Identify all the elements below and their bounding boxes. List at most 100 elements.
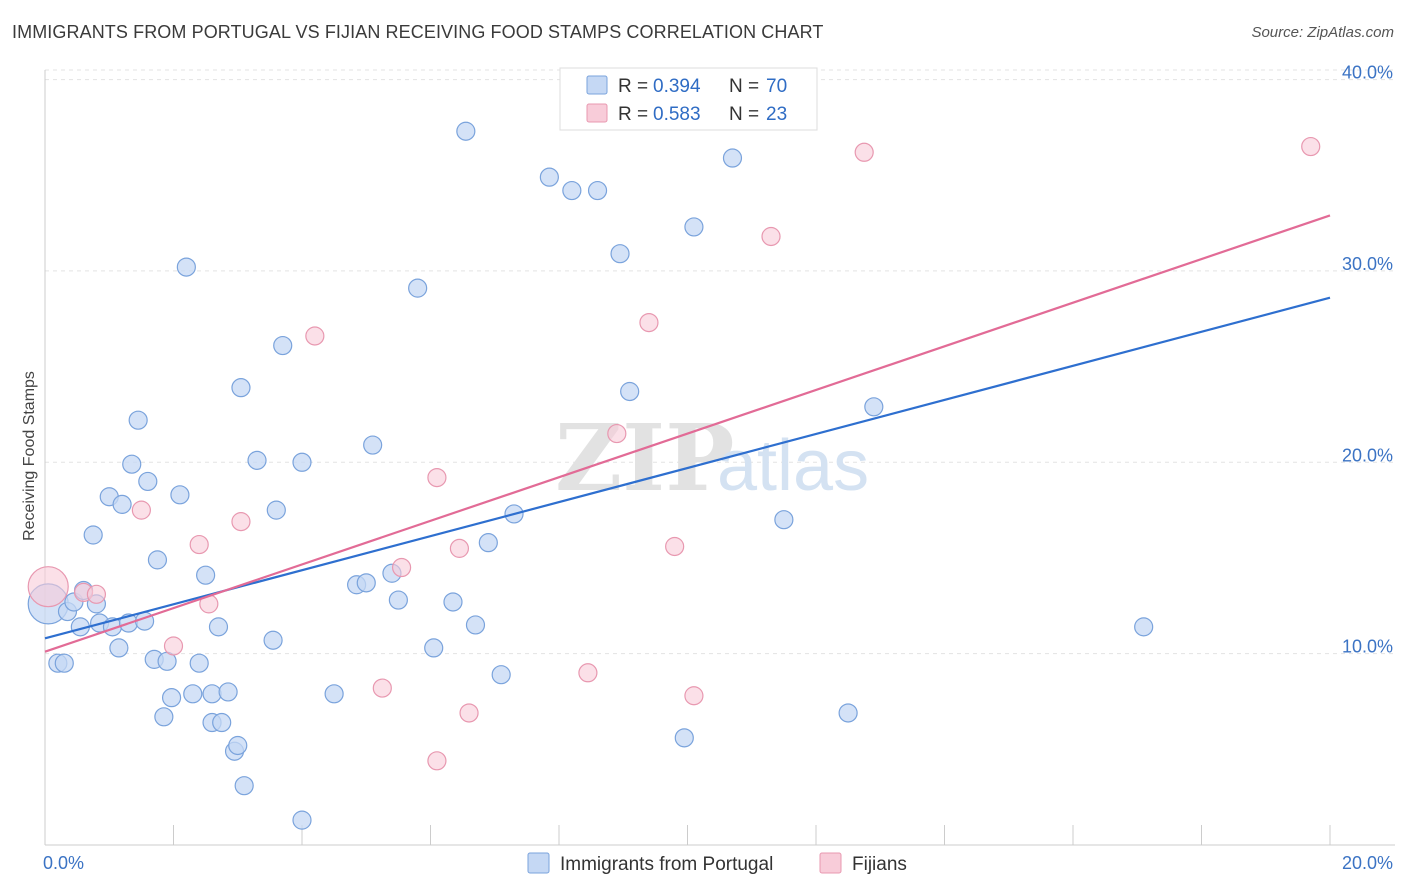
portugal-point	[208, 617, 229, 637]
portugal-point	[212, 712, 232, 733]
portugal-point	[83, 525, 103, 545]
legend-swatch-fijians	[586, 103, 608, 123]
chart-title: IMMIGRANTS FROM PORTUGAL VS FIJIAN RECEI…	[12, 22, 824, 42]
legend-r-label-fijians: R =	[618, 104, 648, 125]
legend-r-label-portugal: R =	[618, 76, 648, 97]
source-label: Source: ZipAtlas.com	[1251, 24, 1394, 41]
fijian-point	[459, 703, 479, 723]
portugal-point	[562, 180, 582, 201]
fijian-trend-line	[44, 214, 1331, 653]
series-legend-label-portugal: Immigrants from Portugal	[560, 854, 773, 875]
portugal-point	[478, 533, 498, 553]
legend-r-value-portugal: 0.394	[653, 76, 701, 97]
portugal-point	[465, 615, 486, 635]
portugal-point	[112, 494, 132, 514]
y-tick-label: 20.0%	[1342, 445, 1393, 465]
portugal-point	[176, 257, 196, 277]
y-tick-label: 30.0%	[1342, 254, 1393, 274]
portugal-point	[674, 728, 694, 748]
portugal-point	[218, 682, 238, 702]
correlation-legend: R = 0.394 N = 70 R = 0.583 N = 23	[559, 67, 818, 131]
legend-r-value-fijians: 0.583	[653, 104, 701, 125]
y-tick-label: 10.0%	[1342, 637, 1393, 657]
trend-lines	[44, 214, 1331, 653]
portugal-point	[231, 378, 251, 398]
fijian-point	[391, 557, 412, 578]
series-legend-swatch-portugal	[527, 852, 550, 874]
fijian-point	[27, 566, 69, 608]
portugal-point	[324, 684, 344, 704]
fijian-point	[305, 326, 325, 346]
x-tick-label-max: 20.0%	[1342, 853, 1393, 873]
portugal-point	[161, 688, 182, 708]
watermark-zip: ZIP	[555, 404, 734, 512]
portugal-trend-line	[44, 296, 1331, 640]
portugal-point	[838, 703, 858, 723]
portugal-point	[539, 167, 559, 187]
fijian-point	[665, 536, 685, 557]
portugal-point	[363, 435, 383, 455]
fijian-point	[684, 686, 704, 706]
fijian-point	[86, 584, 107, 604]
watermark: ZIP atlas	[555, 404, 869, 512]
fijian-point	[427, 467, 447, 488]
portugal-point	[292, 810, 312, 830]
fijian-point	[449, 538, 470, 558]
portugal-point	[170, 485, 190, 505]
fijian-point	[761, 226, 781, 247]
portugal-point	[183, 684, 203, 704]
legend-n-value-portugal: 70	[766, 76, 787, 97]
y-tick-labels: 10.0% 20.0% 30.0% 40.0%	[1342, 63, 1393, 657]
legend-n-label-fijians: N =	[729, 104, 759, 125]
legend-swatch-portugal	[586, 75, 608, 95]
fijian-point	[189, 534, 209, 555]
portugal-point	[263, 630, 283, 650]
x-tick-label-min: 0.0%	[43, 853, 84, 873]
portugal-point	[722, 148, 743, 168]
portugal-point	[109, 638, 129, 658]
portugal-point	[456, 121, 476, 141]
portugal-point	[1134, 617, 1154, 637]
series-legend: Immigrants from Portugal Fijians	[527, 852, 907, 875]
series-legend-swatch-fijians	[819, 852, 842, 874]
fijian-point	[131, 500, 151, 520]
legend-n-value-fijians: 23	[766, 104, 787, 125]
portugal-point	[54, 653, 74, 673]
legend-n-label-portugal: N =	[729, 76, 759, 97]
portugal-point	[196, 565, 216, 585]
fijian-point	[854, 142, 874, 162]
series-legend-label-fijians: Fijians	[852, 854, 907, 875]
portugal-point	[128, 410, 148, 430]
fijian-point	[163, 636, 184, 656]
portugal-point	[356, 573, 376, 593]
portugal-point	[234, 776, 254, 796]
y-tick-label: 40.0%	[1342, 63, 1393, 83]
portugal-point	[388, 590, 408, 610]
watermark-atlas: atlas	[717, 426, 869, 506]
portugal-point	[620, 381, 640, 402]
fijian-point	[427, 751, 447, 771]
gridlines	[45, 69, 1395, 655]
portugal-point	[408, 278, 428, 298]
x-tick-labels: 0.0% 20.0%	[43, 853, 1393, 873]
portugal-point	[443, 592, 463, 612]
portugal-point	[138, 471, 158, 492]
portugal-point	[491, 665, 511, 685]
fijian-point	[639, 312, 659, 333]
portugal-point	[147, 550, 168, 570]
portugal-point	[189, 653, 209, 673]
portugal-point	[273, 335, 293, 356]
portugal-point	[424, 638, 444, 658]
fijian-point	[578, 663, 598, 683]
portugal-point	[247, 450, 267, 470]
portugal-point	[864, 397, 884, 417]
portugal-point	[774, 510, 794, 530]
portugal-point	[202, 684, 222, 704]
fijian-point	[372, 678, 392, 698]
fijian-point	[607, 423, 627, 444]
portugal-point	[587, 180, 608, 201]
axes	[44, 70, 1395, 846]
portugal-point	[154, 707, 174, 727]
portugal-point	[292, 452, 312, 472]
